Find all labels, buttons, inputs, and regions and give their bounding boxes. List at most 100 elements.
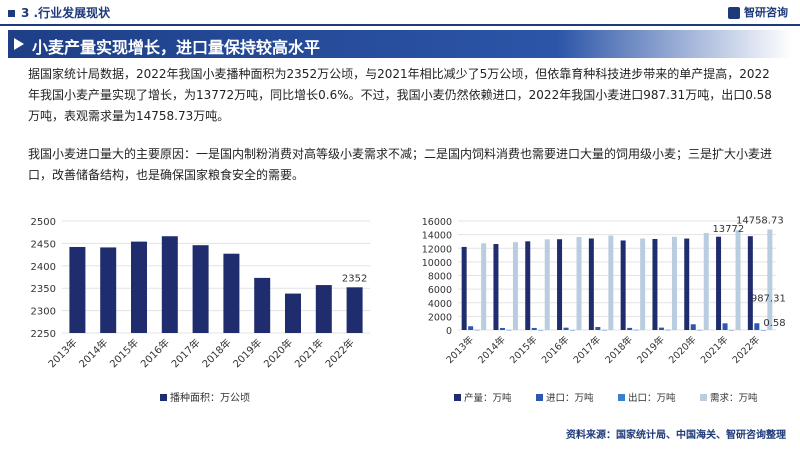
- bar: [499, 327, 505, 330]
- bar: [722, 323, 728, 330]
- bar: [69, 246, 86, 333]
- x-tick-label: 2021年: [698, 333, 731, 366]
- y-tick-label: 2300: [31, 307, 56, 318]
- legend-swatch: [160, 394, 167, 401]
- legend-label: 进口：万吨: [546, 392, 594, 404]
- bar: [506, 329, 512, 331]
- bar: [716, 236, 722, 330]
- bar: [570, 329, 576, 331]
- bar: [285, 293, 301, 333]
- y-tick-label: 2000: [428, 312, 452, 323]
- legend-swatch: [536, 394, 543, 401]
- bar: [346, 287, 363, 333]
- bar: [608, 235, 614, 330]
- x-tick-label: 2018年: [199, 336, 233, 370]
- brand-text: 智研咨询: [744, 6, 788, 19]
- production-bar-chart: 0 2000 4000 6000 8000 10000 12000 14000 16000 201…: [422, 215, 786, 404]
- y-tick-label: 6000: [428, 285, 452, 296]
- y-tick-label: 2500: [31, 217, 56, 228]
- bar: [576, 236, 582, 330]
- legend-label: 需求：万吨: [710, 392, 758, 404]
- data-label: 13772: [712, 224, 744, 235]
- bar: [100, 247, 117, 333]
- bar: [223, 253, 240, 333]
- bar: [563, 327, 569, 330]
- bar: [754, 323, 760, 330]
- x-tick-label: 2018年: [603, 333, 636, 366]
- x-tick-label: 2013年: [45, 336, 79, 370]
- y-tick-label: 10000: [422, 258, 452, 269]
- x-tick-label: 2020年: [666, 333, 699, 366]
- bar: [525, 241, 531, 330]
- bar: [131, 241, 147, 333]
- y-tick-label: 2450: [31, 239, 56, 250]
- x-tick-label: 2016年: [138, 336, 172, 370]
- x-tick-label: 2019年: [230, 336, 264, 370]
- bar: [767, 229, 773, 330]
- bar: [671, 236, 677, 330]
- x-tick-label: 2014年: [476, 333, 509, 366]
- square-icon: [8, 10, 15, 17]
- paragraph-1: 据国家统计局数据，2022年我国小麦播种面积为2352万公顷，与2021年相比减…: [28, 67, 772, 123]
- bar: [254, 277, 271, 333]
- data-label: 987.31: [751, 293, 786, 304]
- x-tick-label: 2020年: [261, 336, 295, 370]
- bar: [493, 244, 499, 330]
- bar: [690, 324, 696, 330]
- bar: [161, 236, 178, 333]
- x-tick-label: 2015年: [507, 333, 540, 366]
- legend-label: 出口：万吨: [628, 392, 676, 404]
- y-tick-label: 16000: [422, 217, 452, 228]
- bar: [747, 236, 753, 330]
- x-tick-label: 2013年: [444, 333, 477, 366]
- bar: [620, 240, 626, 330]
- y-tick-label: 2250: [31, 329, 56, 340]
- x-tick-label: 2015年: [107, 336, 141, 370]
- bar: [474, 329, 480, 331]
- bar: [684, 238, 690, 330]
- bar: [627, 327, 633, 330]
- x-tick-label: 2016年: [539, 333, 572, 366]
- arrow-icon: [14, 38, 24, 50]
- x-tick-label: 2021年: [292, 336, 326, 370]
- bar: [192, 245, 209, 333]
- x-tick-label: 2019年: [635, 333, 668, 366]
- bar: [665, 329, 671, 331]
- bar: [512, 242, 518, 330]
- bar: [652, 238, 658, 330]
- legend-swatch: [700, 394, 707, 401]
- data-label: 14758.73: [736, 215, 784, 226]
- bar: [703, 232, 709, 330]
- bar: [468, 326, 474, 330]
- bar: [461, 246, 467, 330]
- x-tick-label: 2017年: [168, 336, 202, 370]
- y-tick-label: 14000: [422, 231, 452, 242]
- y-tick-label: 12000: [422, 244, 452, 255]
- legend-swatch: [618, 394, 625, 401]
- bar: [640, 238, 646, 330]
- bar: [544, 239, 550, 330]
- x-tick-label: 2014年: [76, 336, 110, 370]
- bar: [538, 329, 544, 331]
- page-title: 小麦产量实现增长，进口量保持较高水平: [32, 38, 321, 57]
- bar: [531, 327, 537, 330]
- y-tick-label: 8000: [428, 272, 452, 283]
- brand-icon: [728, 7, 740, 19]
- bar: [658, 327, 664, 330]
- brand-logo: 智研咨询: [728, 4, 788, 20]
- bar: [697, 329, 703, 331]
- bar: [588, 238, 594, 330]
- bar: [760, 329, 766, 331]
- top-bar: 3 .行业发展现状 智研咨询: [0, 0, 800, 26]
- legend-swatch: [454, 394, 461, 401]
- data-label: 0.58: [763, 318, 785, 329]
- bar: [729, 329, 735, 331]
- y-tick-label: 2400: [31, 262, 56, 273]
- source-note: 资料来源：国家统计局、中国海关、智研咨询整理: [566, 430, 786, 441]
- paragraph-2: 我国小麦进口量大的主要原因：一是国内制粉消费对高等级小麦需求不减；二是国内饲料消…: [28, 147, 773, 182]
- area-bar-chart: 2250230023502400245025002013年2014年2015年2…: [31, 217, 370, 404]
- bar: [735, 230, 741, 330]
- bar: [633, 329, 639, 331]
- section-label: 3 .行业发展现状: [8, 4, 110, 21]
- bar: [481, 243, 487, 330]
